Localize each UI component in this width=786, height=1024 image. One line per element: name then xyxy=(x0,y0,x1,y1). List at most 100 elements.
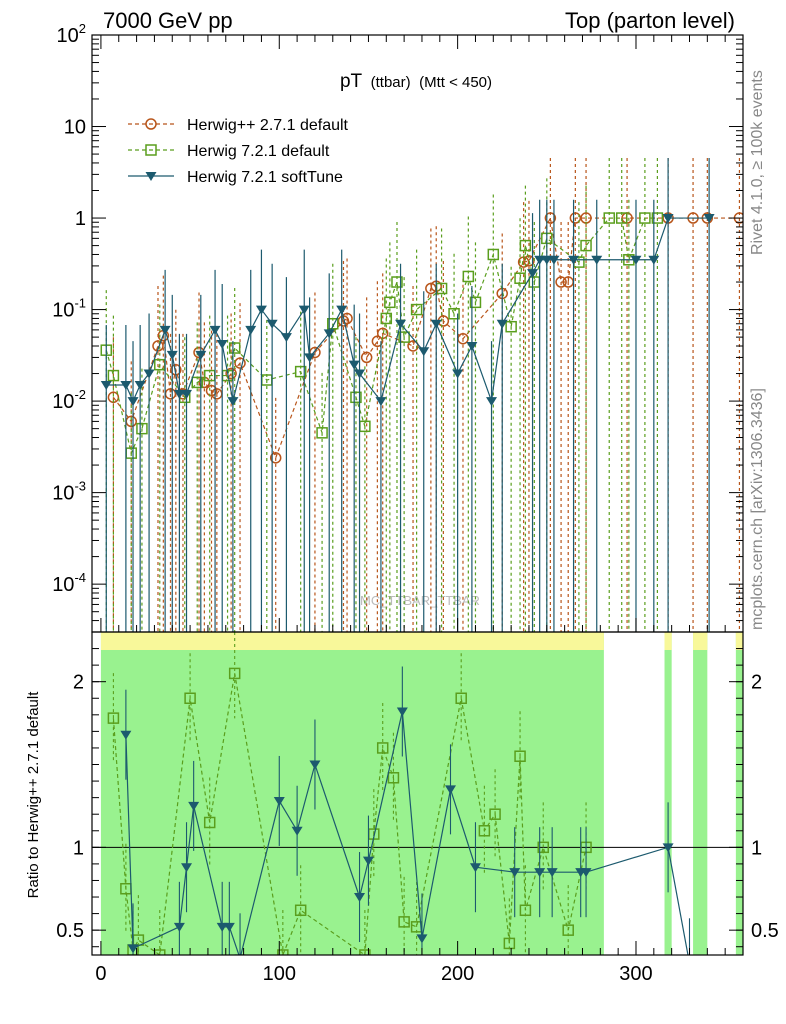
data-point-0-11 xyxy=(225,367,237,380)
data-point-2-17 xyxy=(298,305,310,315)
data-point-2-0 xyxy=(100,380,112,390)
data-point-2-7 xyxy=(173,389,185,399)
data-point-1-22 xyxy=(448,308,460,320)
ratio-point-0-18 xyxy=(489,808,501,820)
data-point-0-12 xyxy=(234,357,246,369)
legend: Herwig++ 2.7.1 default Herwig 7.2.1 defa… xyxy=(128,117,349,186)
ratio-point-1-9 xyxy=(291,826,303,836)
data-point-0-28 xyxy=(544,212,557,224)
ratio-band-yellow-0 xyxy=(100,632,604,650)
y-tick-label-4: 1 xyxy=(75,208,86,230)
data-point-2-2 xyxy=(127,397,139,407)
data-point-1-23 xyxy=(462,270,475,283)
ratio-band-2 xyxy=(693,632,708,955)
y-tick-label-3: 10-1 xyxy=(52,296,86,322)
title-cut: (Mtt < 450) xyxy=(419,74,492,91)
data-point-2-3 xyxy=(134,380,146,390)
legend-label-herwigpp: Herwig++ 2.7.1 default xyxy=(187,117,349,134)
data-point-2-37 xyxy=(630,255,642,265)
ratio-point-1-18 xyxy=(534,868,546,878)
ratio-point-1-19 xyxy=(546,868,558,878)
mcplots-label: mcplots.cern.ch [arXiv:1306.3436] xyxy=(749,388,766,630)
data-point-2-20 xyxy=(336,305,348,315)
ratio-tick-label-right-0: 0.5 xyxy=(751,920,779,942)
data-point-2-39 xyxy=(662,214,674,224)
data-point-2-9 xyxy=(195,350,207,360)
data-point-2-5 xyxy=(159,325,171,335)
data-point-2-18 xyxy=(304,353,316,363)
ratio-tick-label-right-1: 1 xyxy=(751,837,762,859)
data-point-0-17 xyxy=(360,351,373,364)
data-point-2-35 xyxy=(568,255,580,265)
data-point-1-16 xyxy=(380,312,393,325)
ratio-point-1-3 xyxy=(181,863,193,873)
ratio-point-1-21 xyxy=(580,868,592,878)
ratio-point-0-5 xyxy=(184,692,196,705)
axes: 10-4 10-3 10-2 10-1 1 10 102 0 100 200 300 0.5 0.5 1 1… xyxy=(52,21,779,985)
legend-symbol-herwigpp xyxy=(128,118,174,130)
legend-entry-herwigpp: Herwig++ 2.7.1 default xyxy=(128,117,349,134)
energy-label: 7000 GeV pp xyxy=(103,8,233,33)
x-tick-label-0: 0 xyxy=(95,963,106,985)
ratio-point-1-2 xyxy=(173,922,185,932)
ratio-point-0-21 xyxy=(519,904,532,917)
y-tick-label-5: 10 xyxy=(64,117,86,139)
ratio-point-0-9 xyxy=(294,904,307,917)
ratio-point-1-13 xyxy=(396,707,408,717)
ratio-point-0-4 xyxy=(154,949,166,955)
ratio-point-0-10 xyxy=(359,949,371,955)
data-point-1-11 xyxy=(294,365,307,378)
legend-marker-2 xyxy=(145,172,157,181)
data-point-2-1 xyxy=(120,380,132,390)
ratio-point-1-12 xyxy=(362,856,374,866)
process-label: Top (parton level) xyxy=(565,8,735,33)
ratio-band-yellow-3 xyxy=(735,632,743,650)
ratio-uncertainty-bands xyxy=(100,632,743,955)
legend-marker-1 xyxy=(145,144,157,156)
ratio-point-1-23 xyxy=(684,959,695,968)
series-line-2 xyxy=(106,217,710,403)
data-point-1-32 xyxy=(580,239,592,252)
y-tick-label-6: 102 xyxy=(57,21,86,47)
data-point-2-27 xyxy=(452,369,464,379)
data-point-1-17 xyxy=(384,296,396,309)
legend-entry-herwig7-default: Herwig 7.2.1 default xyxy=(128,143,330,160)
ratio-point-1-8 xyxy=(273,796,285,806)
y-tick-label-2: 10-2 xyxy=(52,387,86,413)
data-point-1-28 xyxy=(519,239,532,252)
data-point-2-16 xyxy=(280,333,292,343)
data-point-1-6 xyxy=(191,376,203,389)
legend-symbol-herwig7-softtune xyxy=(128,172,174,181)
ratio-band-0 xyxy=(100,632,604,955)
ratio-point-0-23 xyxy=(562,924,574,936)
ratio-point-1-16 xyxy=(469,863,481,873)
data-point-2-34 xyxy=(548,255,560,265)
ratio-point-0-17 xyxy=(478,825,491,837)
ratio-tick-label-0: 0.5 xyxy=(56,920,84,942)
x-tick-label-1: 100 xyxy=(263,963,296,985)
x-tick-label-3: 300 xyxy=(619,963,652,985)
analysis-watermark: MC_TTBAR_TTBAR xyxy=(360,593,480,608)
ratio-series-1 xyxy=(120,666,695,968)
data-point-2-14 xyxy=(255,305,267,315)
data-point-1-1 xyxy=(107,369,120,382)
data-point-1-26 xyxy=(505,320,517,333)
data-point-1-3 xyxy=(136,422,148,435)
ratio-band-1 xyxy=(664,632,672,955)
ratio-point-0-8 xyxy=(277,949,289,955)
ratio-point-0-20 xyxy=(514,750,526,762)
data-point-2-10 xyxy=(209,325,221,335)
ratio-band-3 xyxy=(735,632,743,955)
legend-entry-herwig7-softtune: Herwig 7.2.1 softTune xyxy=(128,169,343,186)
series-0 xyxy=(107,158,743,632)
data-point-2-19 xyxy=(323,329,335,339)
data-point-2-6 xyxy=(166,350,178,360)
data-point-1-13 xyxy=(327,317,339,330)
data-point-2-23 xyxy=(375,397,387,407)
data-point-1-36 xyxy=(639,212,651,224)
rivet-version-label: Rivet 4.1.0, ≥ 100k events xyxy=(749,70,766,255)
data-point-2-26 xyxy=(430,319,442,329)
ratio-point-1-17 xyxy=(509,868,521,878)
